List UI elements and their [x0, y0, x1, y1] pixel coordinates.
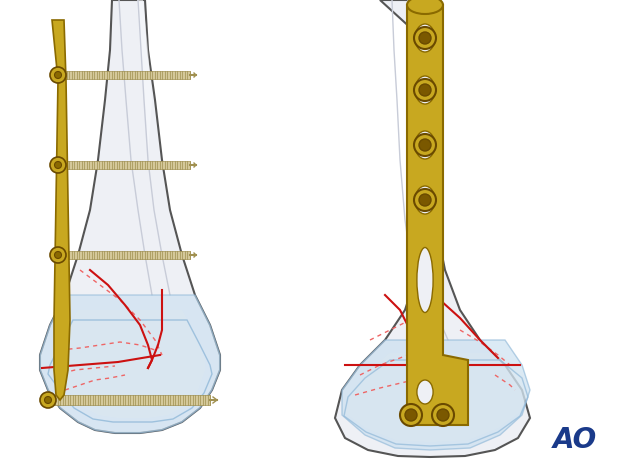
Polygon shape [335, 0, 530, 457]
Ellipse shape [407, 0, 443, 14]
Ellipse shape [417, 247, 433, 313]
Ellipse shape [414, 134, 436, 156]
Ellipse shape [55, 72, 61, 78]
Polygon shape [40, 0, 220, 433]
Ellipse shape [419, 84, 431, 96]
Ellipse shape [50, 67, 66, 83]
Ellipse shape [45, 397, 51, 403]
Ellipse shape [55, 68, 61, 82]
Ellipse shape [400, 404, 422, 426]
Text: AO: AO [553, 426, 597, 454]
Ellipse shape [55, 158, 61, 172]
Ellipse shape [415, 131, 435, 159]
Polygon shape [40, 295, 220, 433]
Ellipse shape [437, 409, 449, 421]
Ellipse shape [415, 24, 435, 52]
Ellipse shape [415, 76, 435, 104]
Polygon shape [52, 20, 70, 400]
Ellipse shape [415, 186, 435, 214]
Polygon shape [342, 340, 530, 450]
Ellipse shape [432, 404, 454, 426]
Ellipse shape [40, 392, 56, 408]
Ellipse shape [417, 380, 433, 404]
Polygon shape [344, 353, 528, 442]
Ellipse shape [414, 79, 436, 101]
Ellipse shape [55, 252, 61, 258]
Ellipse shape [50, 157, 66, 173]
Ellipse shape [419, 139, 431, 151]
Ellipse shape [419, 194, 431, 206]
Ellipse shape [50, 247, 66, 263]
Ellipse shape [414, 189, 436, 211]
Polygon shape [120, 0, 152, 155]
Ellipse shape [55, 248, 61, 262]
Ellipse shape [419, 32, 431, 44]
Ellipse shape [55, 162, 61, 168]
Ellipse shape [414, 27, 436, 49]
FancyBboxPatch shape [64, 251, 190, 259]
Ellipse shape [405, 409, 417, 421]
FancyBboxPatch shape [50, 395, 210, 405]
FancyBboxPatch shape [64, 71, 190, 79]
FancyBboxPatch shape [64, 161, 190, 169]
Polygon shape [407, 5, 468, 425]
Polygon shape [55, 310, 205, 418]
